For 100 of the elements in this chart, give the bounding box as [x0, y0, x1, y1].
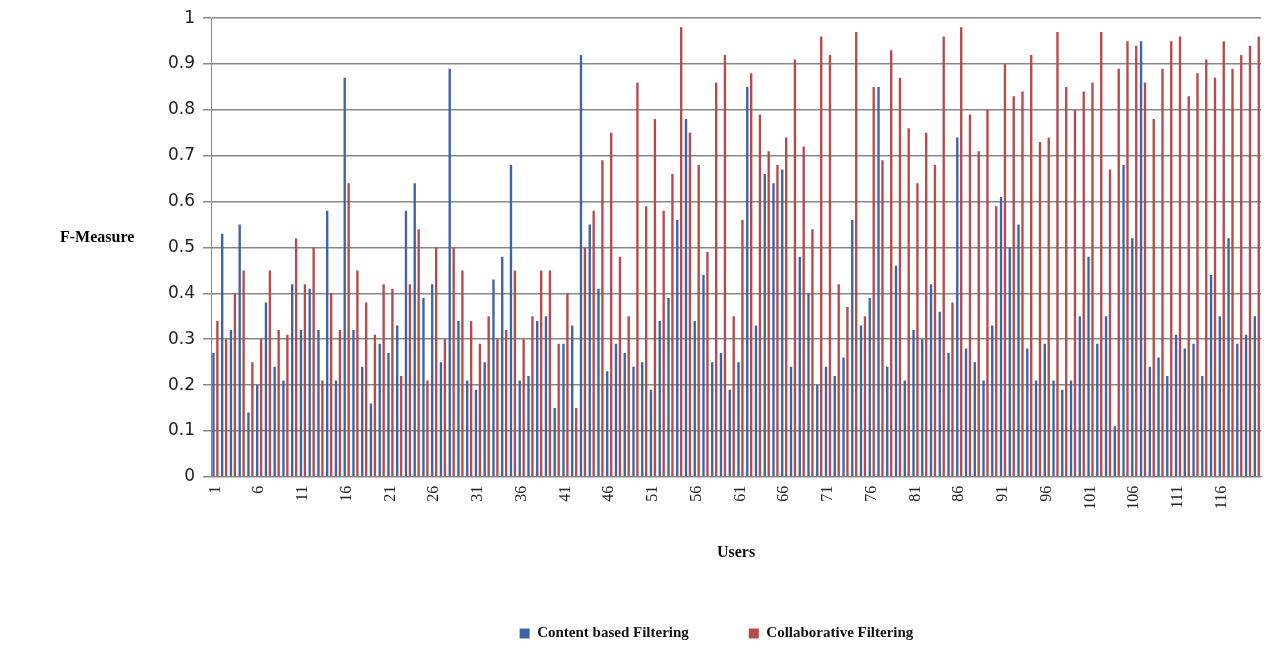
x-tick-label: 21 — [380, 485, 398, 502]
x-tick-label: 51 — [643, 485, 661, 502]
x-tick-label: 31 — [468, 485, 486, 502]
y-tick-label: 0.7 — [167, 144, 196, 165]
bar — [562, 343, 565, 477]
bar — [947, 352, 950, 477]
x-tick-label: 101 — [1080, 485, 1098, 510]
y-tick-label: 1 — [184, 6, 196, 27]
y-tick-label: 0.5 — [167, 235, 196, 256]
bar — [601, 160, 604, 477]
bar — [667, 297, 670, 477]
bar — [286, 334, 289, 477]
x-tick-label: 56 — [686, 485, 704, 502]
bar — [426, 380, 429, 477]
bar — [1122, 164, 1125, 477]
bar — [807, 293, 810, 477]
bar — [1227, 238, 1230, 477]
bar — [776, 164, 779, 477]
bar — [1192, 343, 1195, 477]
x-tick-label: 41 — [555, 485, 573, 502]
x-tick-label: 106 — [1124, 485, 1142, 510]
bar — [312, 247, 315, 477]
bar — [592, 210, 595, 477]
bar — [422, 297, 425, 477]
bar — [527, 375, 530, 477]
bar — [382, 284, 385, 477]
x-tick-label: 66 — [774, 485, 792, 502]
bar — [811, 229, 814, 477]
x-tick-label: 36 — [511, 485, 529, 502]
bar — [417, 229, 420, 477]
y-axis-title: F-Measure — [60, 228, 135, 246]
bar — [251, 362, 254, 477]
y-tick-label: 0.2 — [167, 373, 196, 394]
bar — [877, 86, 880, 477]
bar — [982, 380, 985, 477]
x-tick-label: 86 — [949, 485, 967, 502]
x-tick-label: 1 — [205, 485, 223, 494]
bar — [216, 320, 219, 477]
bar — [597, 288, 600, 477]
bar — [706, 252, 709, 477]
bar — [522, 339, 525, 477]
bar — [487, 316, 490, 477]
x-tick-label: 16 — [336, 485, 354, 502]
bar — [1126, 41, 1129, 477]
bar — [557, 343, 560, 477]
bar — [881, 160, 884, 477]
x-tick-label: 81 — [905, 485, 923, 502]
x-tick-label: 116 — [1211, 485, 1229, 510]
bar — [912, 330, 915, 477]
bar — [986, 109, 989, 477]
bar — [352, 330, 355, 477]
bar — [356, 270, 359, 477]
legend-label: Collaborative Filtering — [766, 624, 914, 641]
bar — [1017, 224, 1020, 477]
x-tick-label: 6 — [249, 485, 267, 494]
y-tick-label: 0.4 — [167, 281, 196, 302]
bar — [846, 307, 849, 477]
bar — [566, 293, 569, 477]
x-tick-label: 91 — [993, 485, 1011, 502]
bar — [1056, 31, 1059, 477]
bar — [1161, 68, 1164, 477]
bar — [452, 247, 455, 477]
bar — [772, 183, 775, 477]
x-tick-label: 11 — [293, 485, 311, 502]
bar — [242, 270, 245, 477]
bar — [702, 275, 705, 477]
x-tick-label: 26 — [424, 485, 442, 502]
y-tick-label: 0.1 — [167, 419, 196, 440]
x-tick-label: 76 — [861, 485, 879, 502]
bar — [247, 412, 250, 477]
bar — [737, 362, 740, 477]
bar — [1021, 91, 1024, 477]
x-tick-label: 61 — [730, 485, 748, 502]
x-tick-label: 96 — [1036, 485, 1054, 502]
bar — [671, 174, 674, 477]
bar — [317, 330, 320, 477]
bar — [636, 82, 639, 477]
x-tick-label: 111 — [1168, 485, 1186, 509]
x-axis-title: Users — [716, 542, 756, 560]
bar — [1231, 68, 1234, 477]
bar — [391, 288, 394, 477]
bar — [531, 316, 534, 477]
y-tick-label: 0 — [184, 465, 196, 486]
y-tick-label: 0.8 — [167, 98, 196, 119]
bar — [282, 380, 285, 477]
bar — [277, 330, 280, 477]
bar — [951, 302, 954, 477]
bar — [387, 352, 390, 477]
bar — [1157, 357, 1160, 477]
y-tick-label: 0.9 — [167, 52, 196, 73]
bar — [492, 279, 495, 477]
bar — [496, 339, 499, 477]
bar — [632, 366, 635, 477]
bar — [1052, 380, 1055, 477]
bar — [1196, 73, 1199, 477]
bar — [457, 320, 460, 477]
bar — [916, 183, 919, 477]
bar — [1091, 82, 1094, 477]
bar — [321, 380, 324, 477]
y-tick-label: 0.6 — [167, 190, 196, 211]
